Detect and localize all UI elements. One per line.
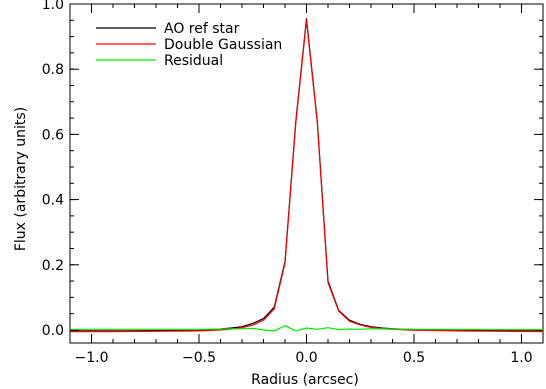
x-axis-label: Radius (arcsec) — [251, 372, 359, 388]
series-layer — [70, 18, 544, 333]
x-tick-label: −1.0 — [75, 350, 109, 366]
y-tick-label: 0.6 — [42, 127, 64, 143]
x-tick-label: −0.5 — [182, 350, 216, 366]
y-tick-label: 0.4 — [42, 193, 64, 209]
x-tick-label: 0.0 — [295, 350, 317, 366]
y-axis-label: Flux (arbitrary units) — [13, 107, 29, 251]
y-tick-label: 1.0 — [42, 0, 64, 13]
x-tick-label: 1.0 — [510, 350, 532, 366]
y-axis-ticks: 0.0 0.2 0.4 0.6 0.8 1.0 — [42, 0, 543, 339]
y-tick-label: 0.0 — [42, 323, 64, 339]
legend-label-ao-ref-star: AO ref star — [164, 21, 240, 37]
legend-label-residual: Residual — [164, 53, 223, 69]
legend-label-double-gaussian: Double Gaussian — [164, 37, 282, 53]
x-tick-label: 0.5 — [403, 350, 425, 366]
x-axis-ticks: −1.0 −0.5 0.0 0.5 1.0 — [69, 4, 544, 366]
series-line-residual — [70, 325, 543, 332]
y-tick-label: 0.2 — [42, 258, 64, 274]
y-tick-label: 0.8 — [42, 62, 64, 78]
